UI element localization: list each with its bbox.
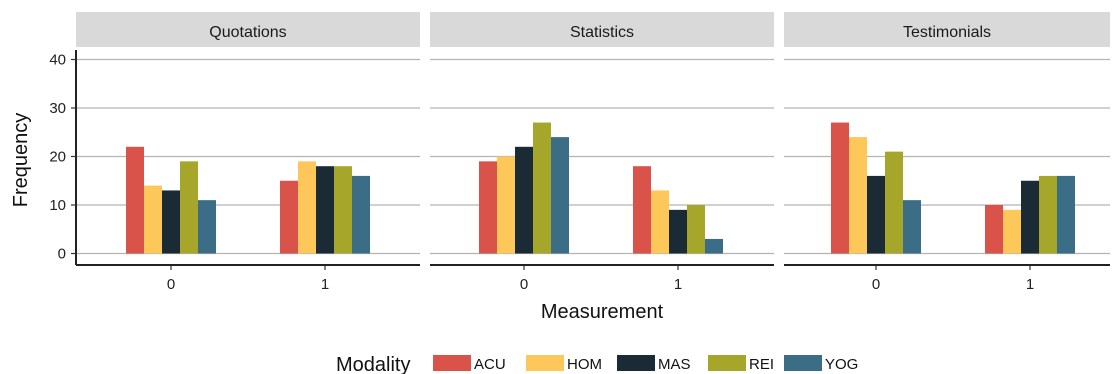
- y-tick-label: 40: [49, 52, 66, 69]
- bar-quotations-1-rei: [334, 166, 352, 254]
- bar-quotations-1-acu: [280, 180, 298, 254]
- legend-items: ACU HOM MAS REI YOG: [433, 355, 858, 373]
- facet-strip: [76, 12, 420, 47]
- bar-statistics-0-yog: [551, 137, 569, 254]
- bar-testimonials-0-rei: [885, 151, 903, 254]
- bar-quotations-0-rei: [180, 161, 198, 254]
- bar-statistics-0-rei: [533, 122, 551, 254]
- bar-quotations-0-mas: [162, 190, 180, 254]
- y-tick-label: 0: [58, 246, 66, 263]
- x-tick-label: 1: [674, 276, 682, 293]
- panel-quotations: Quotations 0 1: [76, 12, 420, 293]
- facet-strip-label: Statistics: [570, 24, 634, 41]
- bar-statistics-0-acu: [479, 161, 497, 254]
- bar-quotations-0-yog: [198, 200, 216, 254]
- y-tick-label: 20: [49, 149, 66, 166]
- bar-testimonials-0-mas: [867, 175, 885, 254]
- legend-label-acu: ACU: [474, 356, 506, 373]
- facet-strip-label: Testimonials: [903, 24, 991, 41]
- bar-statistics-1-mas: [669, 209, 687, 254]
- x-tick-label: 1: [1026, 276, 1034, 293]
- bar-statistics-1-rei: [687, 205, 705, 254]
- bar-statistics-1-acu: [633, 166, 651, 254]
- x-tick-label: 0: [520, 276, 528, 293]
- legend-swatch-yog: [784, 355, 822, 371]
- bar-testimonials-0-hom: [849, 137, 867, 254]
- panel-testimonials: Testimonials 0 1: [784, 12, 1110, 293]
- panel-statistics: Statistics 0 1: [430, 12, 774, 293]
- legend-label-yog: YOG: [825, 356, 858, 373]
- bar-quotations-0-acu: [126, 146, 144, 254]
- bar-statistics-0-hom: [497, 156, 515, 254]
- legend-swatch-acu: [433, 355, 471, 371]
- bar-testimonials-1-mas: [1021, 180, 1039, 254]
- bar-quotations-1-hom: [298, 161, 316, 254]
- bar-quotations-0-hom: [144, 185, 162, 254]
- legend-label-mas: MAS: [658, 356, 691, 373]
- bar-statistics-1-hom: [651, 190, 669, 254]
- bar-testimonials-1-acu: [985, 205, 1003, 254]
- x-tick-label: 0: [872, 276, 880, 293]
- legend-label-hom: HOM: [567, 356, 602, 373]
- legend-swatch-mas: [617, 355, 655, 371]
- x-tick-label: 0: [167, 276, 175, 293]
- facet-strip: [784, 12, 1110, 47]
- x-axis-title: Measurement: [541, 301, 664, 323]
- legend-label-rei: REI: [749, 356, 774, 373]
- y-tick-label: 30: [49, 100, 66, 117]
- facet-strip: [430, 12, 774, 47]
- bar-quotations-1-yog: [352, 175, 370, 254]
- bar-testimonials-1-rei: [1039, 175, 1057, 254]
- bar-testimonials-1-hom: [1003, 209, 1021, 254]
- legend-swatch-hom: [526, 355, 564, 371]
- y-axis-title: Frequency: [10, 113, 32, 208]
- facet-strip-label: Quotations: [209, 24, 286, 41]
- bar-testimonials-0-yog: [903, 200, 921, 254]
- facet-panels: Quotations 0 1 Statistics 0 1 Testimonials 0 1: [76, 12, 1110, 293]
- bar-testimonials-0-acu: [831, 122, 849, 254]
- y-tick-label: 10: [49, 197, 66, 214]
- bar-statistics-1-yog: [705, 238, 723, 254]
- x-tick-label: 1: [321, 276, 329, 293]
- bar-testimonials-1-yog: [1057, 175, 1075, 254]
- bar-quotations-1-mas: [316, 166, 334, 254]
- legend-title: Modality: [336, 354, 410, 374]
- legend: Modality ACU HOM MAS REI YOG: [336, 354, 858, 374]
- bar-statistics-0-mas: [515, 146, 533, 254]
- legend-swatch-rei: [708, 355, 746, 371]
- y-axis: 0 10 20 30 40: [49, 50, 77, 265]
